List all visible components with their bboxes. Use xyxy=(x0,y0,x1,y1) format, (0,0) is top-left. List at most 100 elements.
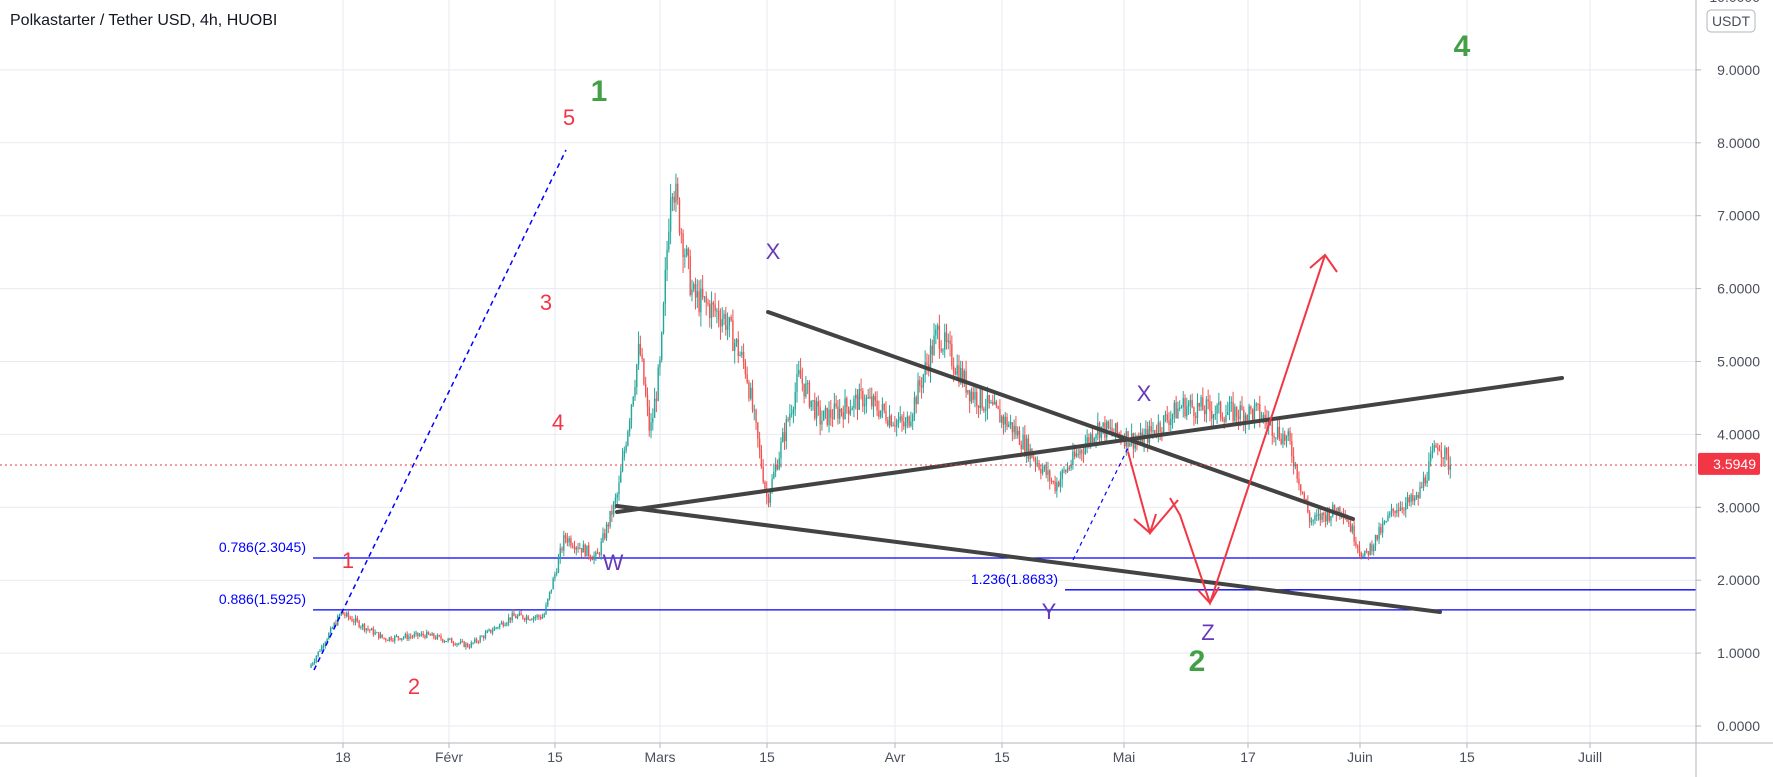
fibonacci-levels[interactable]: 0.786(2.3045) 0.886(1.5925) 1.236(1.8683) xyxy=(219,539,1696,611)
last-price-label: 3.5949 xyxy=(1713,456,1756,472)
candle-body xyxy=(1218,401,1220,405)
candle-body xyxy=(495,627,497,629)
candle-body xyxy=(1440,451,1443,458)
candle-body xyxy=(1075,453,1078,457)
candle-body xyxy=(335,623,337,626)
fib-extension-dashed-line[interactable] xyxy=(313,149,567,671)
candle-body xyxy=(450,638,453,643)
candle-body xyxy=(757,422,759,439)
candle-body xyxy=(1415,494,1418,498)
candle-body xyxy=(522,615,524,619)
candle-body xyxy=(1050,480,1053,482)
candle-body xyxy=(532,617,535,620)
candle-body xyxy=(904,422,907,427)
candle-body xyxy=(739,354,741,356)
candle-body xyxy=(1380,527,1382,533)
candle-body xyxy=(531,619,533,621)
projection-path-main[interactable] xyxy=(1169,254,1326,607)
candle-body xyxy=(1065,470,1067,472)
price-axis[interactable]: 0.0000 1.0000 2.0000 3.0000 4.0000 5.0000 6.00… xyxy=(1695,0,1773,777)
price-tick-label: 9.0000 xyxy=(1717,62,1760,78)
wave-label-corrective: X xyxy=(766,239,781,264)
candle-body xyxy=(1200,397,1202,407)
candle-body xyxy=(1307,502,1309,513)
candle-body xyxy=(814,400,816,419)
candle-body xyxy=(1154,429,1156,434)
candle-body xyxy=(611,510,613,515)
candle-body xyxy=(817,401,820,407)
candle-body xyxy=(481,636,483,638)
trendline-drawings[interactable] xyxy=(313,149,1564,671)
candle-body xyxy=(1106,421,1108,438)
candle-body xyxy=(1082,452,1085,454)
candle-body xyxy=(1412,494,1414,502)
chart-grid xyxy=(0,0,1696,743)
candle-body xyxy=(979,389,982,408)
candle-body xyxy=(664,269,666,304)
candle-body xyxy=(470,642,472,648)
fib-level-label: 1.236(1.8683) xyxy=(971,571,1058,587)
lower-trendline[interactable] xyxy=(615,504,1442,614)
candle-body xyxy=(616,494,618,498)
candle-body xyxy=(970,391,973,402)
candle-body xyxy=(867,397,869,399)
candle-body xyxy=(682,233,684,257)
time-axis[interactable]: 18 Févr 15 Mars 15 Avr 15 Mai 17 Juin 15 Juill xyxy=(0,742,1773,765)
candle-body xyxy=(541,616,544,619)
candle-body xyxy=(559,548,561,559)
candle-body xyxy=(685,248,688,256)
candle-body xyxy=(358,620,360,628)
candle-body xyxy=(1164,414,1167,416)
upper-trendline[interactable] xyxy=(766,310,1355,521)
rising-trendline[interactable] xyxy=(615,376,1564,514)
candle-body xyxy=(844,398,846,419)
candle-body xyxy=(1209,401,1211,411)
candle-body xyxy=(1145,429,1147,435)
candle-body xyxy=(424,635,426,638)
wave-label-primary: 1 xyxy=(591,75,608,108)
time-tick-label: 17 xyxy=(1240,749,1256,765)
candle-body xyxy=(787,419,789,421)
candle-body xyxy=(563,535,565,551)
time-tick-label: 15 xyxy=(759,749,775,765)
candle-body xyxy=(949,340,951,344)
candle-body xyxy=(326,639,328,643)
candle-body xyxy=(735,339,738,343)
candle-body xyxy=(1376,534,1378,540)
candle-body xyxy=(1253,406,1256,420)
candle-body xyxy=(1435,445,1437,448)
candle-body xyxy=(1072,451,1074,466)
candle-body xyxy=(313,660,316,664)
candle-body xyxy=(1162,415,1165,433)
candle-body xyxy=(1408,497,1411,502)
candle-body xyxy=(1369,544,1371,555)
candle-body xyxy=(657,367,659,401)
candle-body xyxy=(474,639,476,643)
candle-body xyxy=(1086,437,1088,445)
candle-body xyxy=(878,410,880,417)
candle-body xyxy=(684,255,686,257)
candle-body xyxy=(353,621,355,623)
candle-body xyxy=(1257,403,1259,405)
candle-body xyxy=(1056,482,1058,491)
candle-body xyxy=(523,618,526,621)
candle-body xyxy=(1339,507,1341,515)
price-tick-label: 4.0000 xyxy=(1717,426,1760,442)
candle-body xyxy=(863,404,866,407)
candle-body xyxy=(655,398,658,401)
candle-body xyxy=(1070,465,1072,468)
candle-body xyxy=(607,524,610,527)
candle-body xyxy=(463,641,465,647)
candle-body xyxy=(413,634,415,637)
candle-body xyxy=(762,466,764,483)
candle-body xyxy=(830,409,832,418)
candle-body xyxy=(397,636,399,639)
candle-body xyxy=(693,283,695,290)
candle-body xyxy=(758,438,761,450)
time-tick-label: 15 xyxy=(1459,749,1475,765)
candle-body xyxy=(310,664,312,668)
candle-body xyxy=(1054,481,1056,491)
candle-body xyxy=(580,548,583,553)
candle-body xyxy=(1203,410,1206,415)
